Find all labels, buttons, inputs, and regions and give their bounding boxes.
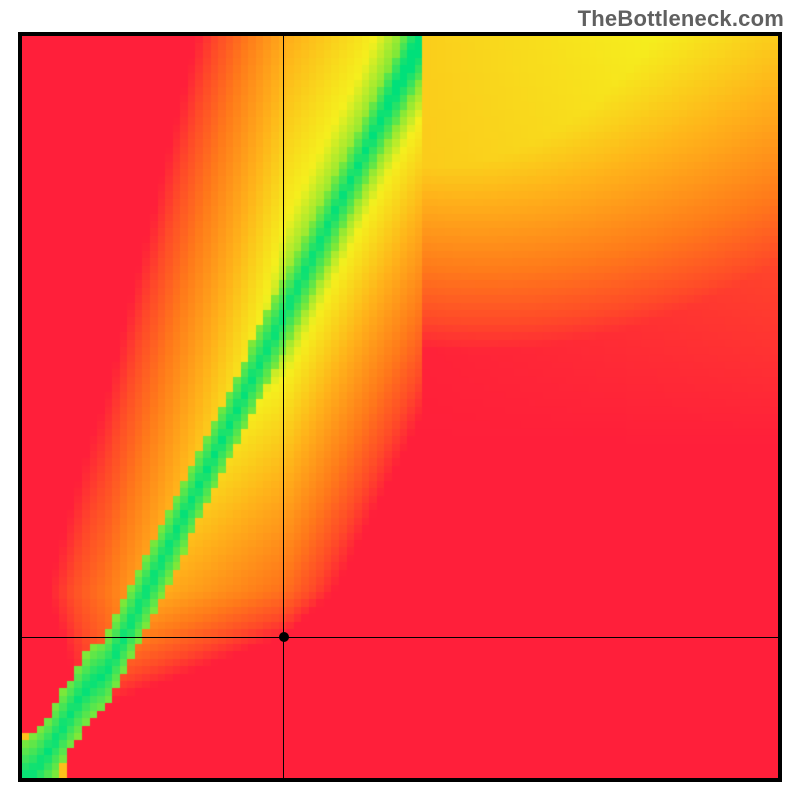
- crosshair-vertical: [283, 36, 284, 778]
- frame-border-right: [778, 32, 782, 782]
- frame-border-left: [18, 32, 22, 782]
- frame-border-bottom: [18, 778, 782, 782]
- crosshair-horizontal: [22, 637, 778, 638]
- watermark-text: TheBottleneck.com: [578, 6, 784, 32]
- heatmap-plot-area: [22, 36, 778, 778]
- data-point-marker: [279, 632, 289, 642]
- heatmap-canvas: [22, 36, 778, 778]
- chart-container: TheBottleneck.com: [0, 0, 800, 800]
- frame-border-top: [18, 32, 782, 36]
